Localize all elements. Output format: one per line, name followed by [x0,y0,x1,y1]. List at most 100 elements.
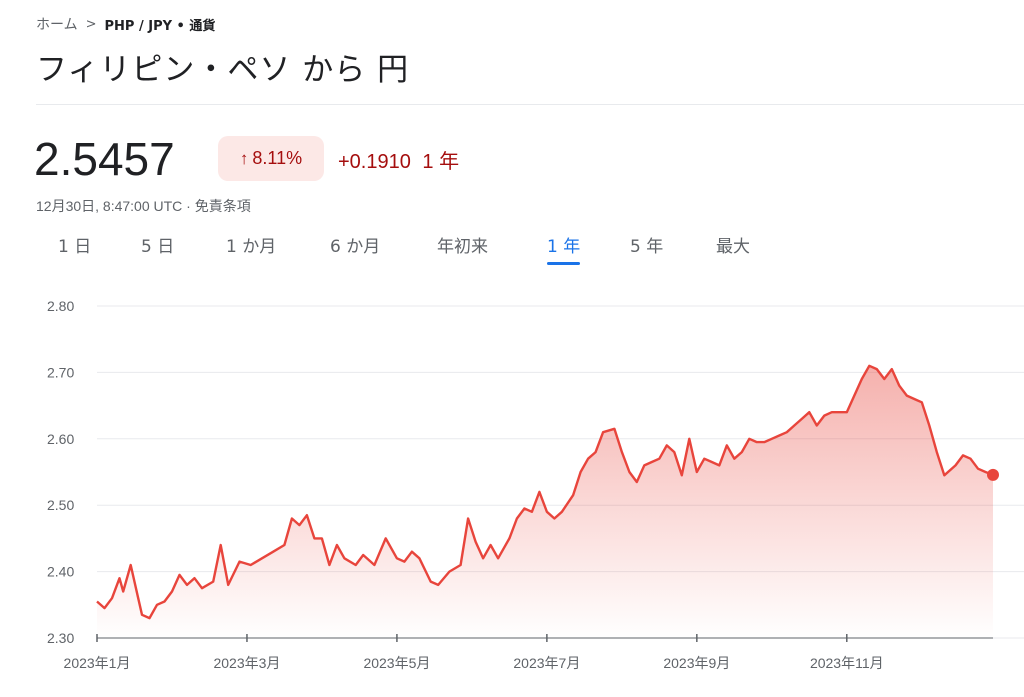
tab-label: 5 年 [630,237,664,257]
header-divider [36,104,1024,105]
data-point [831,411,833,413]
change-percent-badge: ↑ 8.11% [218,136,324,181]
tab-ytd[interactable]: 年初来 [437,232,488,257]
tab-max[interactable]: 最大 [716,232,750,257]
data-point [629,471,631,473]
data-point [250,564,252,566]
data-point [314,538,316,540]
data-point [689,438,691,440]
y-tick-label: 2.80 [47,298,74,314]
data-point [385,538,387,540]
data-point [636,481,638,483]
data-point [644,465,646,467]
data-point [651,461,653,463]
data-point [104,607,106,609]
data-point [186,584,188,586]
data-point [490,544,492,546]
tab-1d[interactable]: 1 日 [58,232,91,257]
data-point [411,551,413,553]
data-point [344,558,346,560]
data-point [869,365,871,367]
data-point [362,554,364,556]
data-point [141,614,143,616]
tab-1m[interactable]: 1 か月 [226,232,276,257]
data-point [621,451,623,453]
data-point [764,441,766,443]
change-summary: +0.1910 1 年 [338,145,459,174]
tab-6m[interactable]: 6 か月 [330,232,380,257]
data-point [137,597,139,599]
x-tick-label: 2023年11月 [810,655,884,671]
data-point [985,471,987,473]
tab-label: 6 か月 [330,237,381,257]
data-point [546,511,548,513]
tab-5y[interactable]: 5 年 [630,232,663,257]
data-point [779,435,781,437]
price-chart[interactable]: 2.802.702.602.502.402.30 2023年1月 2023年3月 2… [0,282,1024,697]
current-price-dot[interactable] [987,468,999,481]
data-point [201,587,203,589]
data-point [809,411,811,413]
data-point [756,441,758,443]
data-point [572,494,574,496]
arrow-up-icon: ↑ [239,148,249,168]
data-point [580,471,582,473]
breadcrumb: ホーム > PHP / JPY • 通貨 [36,14,215,34]
data-point [531,511,533,513]
data-point [475,541,477,543]
data-point [355,564,357,566]
data-point [396,558,398,560]
y-axis-labels: 2.80 2.70 2.60 2.50 2.40 2.30 [47,298,74,646]
data-point [404,561,406,563]
data-point [719,465,721,467]
breadcrumb-current: PHP / JPY • 通貨 [104,18,216,34]
data-point [336,544,338,546]
tab-label: 年初来 [437,237,488,257]
y-tick-label: 2.70 [47,364,74,380]
data-point [122,591,124,593]
quote-timestamp: 12月30日, 8:47:00 UTC · 免責条項 [36,198,251,214]
data-point [771,438,773,440]
data-point [524,508,526,510]
data-point [220,544,222,546]
data-point [876,368,878,370]
data-point [704,458,706,460]
data-point [437,584,439,586]
data-point [329,564,331,566]
breadcrumb-home-link[interactable]: ホーム [36,17,78,33]
data-point [970,458,972,460]
tab-1y[interactable]: 1 年 [547,232,581,265]
data-point [962,455,964,457]
data-point [899,385,901,387]
data-point [164,601,166,603]
data-point [734,458,736,460]
data-point [891,368,893,370]
data-point [711,461,713,463]
data-point [854,395,856,397]
data-point [674,451,676,453]
data-point [846,411,848,413]
data-point [539,491,541,493]
data-point [801,418,803,420]
data-point [741,451,743,453]
data-point [955,465,957,467]
data-point [914,398,916,400]
data-point [681,475,683,477]
tab-5d[interactable]: 5 日 [141,232,174,257]
data-point [497,558,499,560]
data-point [111,597,113,599]
tab-label: 1 日 [58,237,92,257]
data-point [261,558,263,560]
data-point [614,428,616,430]
data-point [449,571,451,573]
data-point [921,402,923,404]
data-point [321,538,323,540]
data-point [306,514,308,516]
y-tick-label: 2.50 [47,497,74,513]
tab-label: 最大 [716,237,750,257]
data-point [936,451,938,453]
data-point [130,564,132,566]
data-point [666,445,668,447]
data-point [602,431,604,433]
data-point [194,577,196,579]
